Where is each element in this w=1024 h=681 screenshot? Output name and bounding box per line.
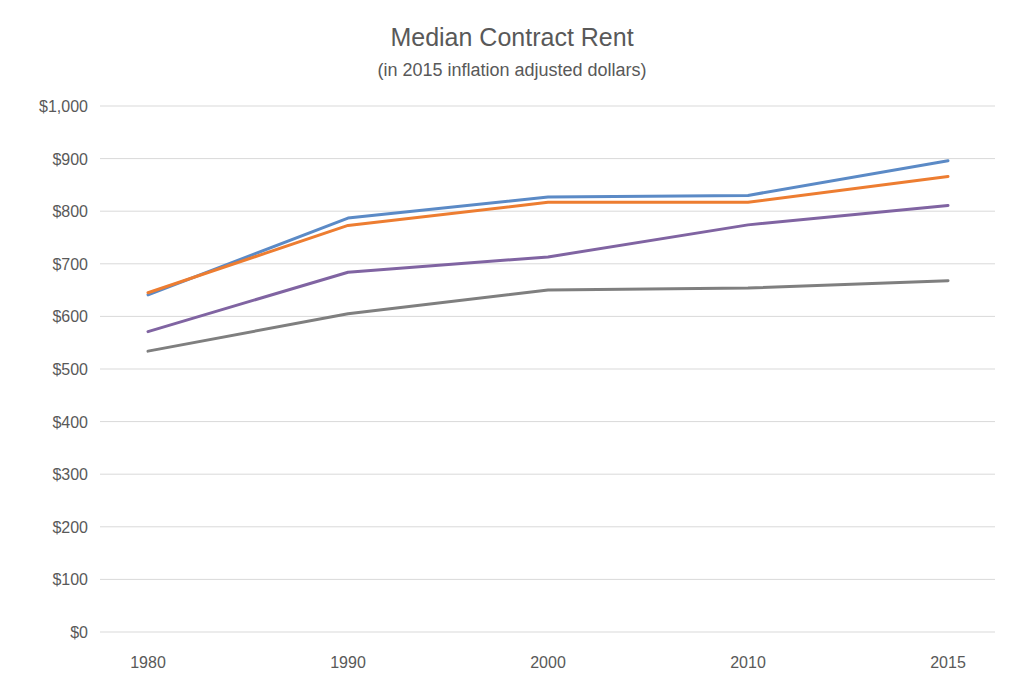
y-tick-label: $700 [52, 256, 88, 273]
y-tick-label: $600 [52, 308, 88, 325]
chart: Median Contract Rent (in 2015 inflation a… [0, 0, 1024, 681]
series-line [148, 161, 948, 295]
grid-line [100, 526, 995, 527]
series-line [148, 176, 948, 292]
y-tick-label: $200 [52, 519, 88, 536]
x-tick-label: 2010 [730, 654, 766, 671]
grid-line [100, 369, 995, 370]
subtitle: (in 2015 inflation adjusted dollars) [377, 60, 646, 80]
grid-line [100, 474, 995, 475]
y-tick-label: $1,000 [39, 98, 88, 115]
y-tick-label: $900 [52, 151, 88, 168]
grid-line [100, 211, 995, 212]
y-tick-label: $800 [52, 203, 88, 220]
series-line [148, 281, 948, 351]
y-tick-label: $0 [70, 624, 88, 641]
grid-line [100, 632, 995, 633]
y-tick-label: $500 [52, 361, 88, 378]
grid-line [100, 421, 995, 422]
x-tick-label: 2015 [930, 654, 966, 671]
title: Median Contract Rent [390, 23, 633, 51]
grid-line [100, 316, 995, 317]
x-tick-label: 1990 [330, 654, 366, 671]
lines [148, 161, 948, 351]
grid-line [100, 158, 995, 159]
y-tick-label: $400 [52, 414, 88, 431]
x-tick-label: 1980 [130, 654, 166, 671]
series-line [148, 205, 948, 331]
y-tick-label: $100 [52, 571, 88, 588]
y-tick-label: $300 [52, 466, 88, 483]
grid-line [100, 579, 995, 580]
grid-line [100, 106, 995, 107]
x-tick-label: 2000 [530, 654, 566, 671]
grid [100, 106, 995, 632]
